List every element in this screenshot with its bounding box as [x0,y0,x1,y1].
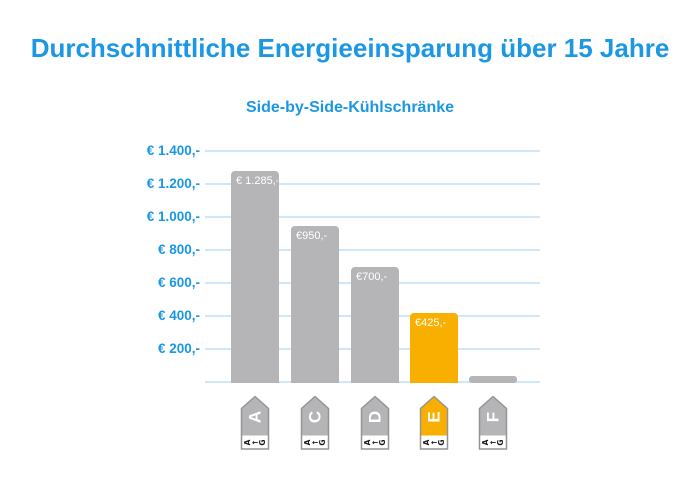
bar-C: €950,- [291,226,339,383]
energy-label-icon-D: D A ← G [360,395,390,450]
energy-label-icon-F: F A ← G [478,395,508,450]
svg-text:←: ← [431,438,437,447]
y-axis-tick-label: € 200,- [157,341,200,356]
svg-text:A: A [243,439,252,445]
y-axis-tick-label: € 400,- [157,308,200,323]
svg-text:C: C [306,411,325,423]
y-axis-tick-label: € 1.400,- [146,143,200,158]
svg-text:E: E [425,411,444,422]
bar-value-label: €425,- [415,317,447,329]
bar-value-label: €700,- [356,271,388,283]
svg-text:G: G [258,439,267,445]
energy-label-icon-A: A A ← G [240,395,270,450]
energy-class-tag-F: F A ← G [477,394,509,452]
gridline [205,249,540,251]
energy-class-tag-A: A A ← G [239,394,271,452]
bar-E: €425,- [410,313,458,383]
svg-text:←: ← [372,438,378,447]
bar-value-label: € 1.285,- [236,175,278,187]
bar-A: € 1.285,- [231,171,279,383]
energy-label-icon-E: E A ← G [419,395,449,450]
y-axis-tick-label: € 800,- [157,242,200,257]
svg-text:G: G [496,439,505,445]
energy-class-tag-D: D A ← G [359,394,391,452]
svg-text:A: A [422,439,431,445]
energy-class-tag-E: E A ← G [418,394,450,452]
svg-text:A: A [363,439,372,445]
svg-text:A: A [303,439,312,445]
svg-text:G: G [437,439,446,445]
svg-text:←: ← [490,438,496,447]
svg-text:F: F [484,412,503,422]
y-axis-tick-label: € 600,- [157,275,200,290]
bar-value-label: €950,- [296,230,328,242]
energy-label-icon-C: C A ← G [300,395,330,450]
svg-text:A: A [481,439,490,445]
chart-title: Durchschnittliche Energieeinsparung über… [30,33,670,63]
svg-text:←: ← [252,438,258,447]
svg-text:A: A [246,411,265,423]
gridline [205,216,540,218]
y-axis-tick-label: € 1.200,- [146,176,200,191]
gridline [205,183,540,185]
gridline [205,150,540,152]
energy-class-tag-C: C A ← G [299,394,331,452]
bar-D: €700,- [351,267,399,383]
bar-F [469,376,517,383]
svg-text:←: ← [312,438,318,447]
y-axis-tick-label: € 1.000,- [146,209,200,224]
svg-text:D: D [366,411,385,423]
svg-text:G: G [318,439,327,445]
chart-subtitle: Side-by-Side-Kühlschränke [245,99,455,116]
svg-text:G: G [378,439,387,445]
